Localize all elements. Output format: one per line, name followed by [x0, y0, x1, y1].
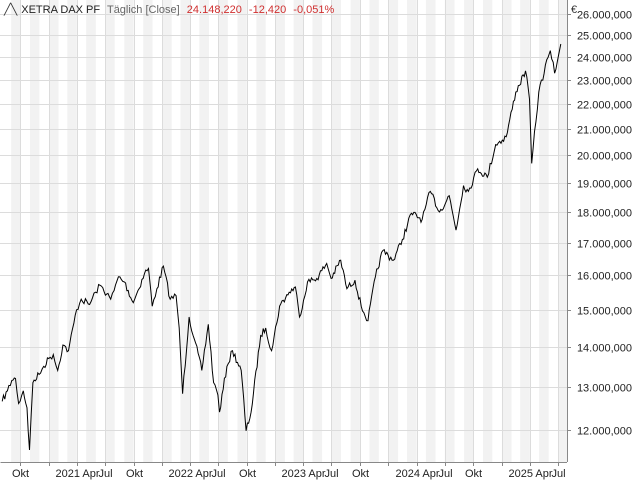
y-tick-label: 15.000,000: [577, 306, 632, 318]
month-band: [312, 0, 323, 462]
y-tick-label: 13.000,000: [577, 383, 632, 395]
x-tick-label: 2025 Apr: [508, 468, 552, 480]
x-tick-label: Jul: [98, 468, 112, 480]
y-tick-label: 19.000,000: [577, 179, 632, 191]
month-bands: [11, 0, 567, 462]
horizontal-grid: [0, 14, 567, 431]
y-tick-label: 16.000,000: [577, 271, 632, 283]
month-band: [86, 0, 96, 462]
y-tick-label: 18.000,000: [577, 208, 632, 220]
y-tick-label: 14.000,000: [577, 343, 632, 355]
month-band: [143, 0, 153, 462]
chart-header: ╱╲ XETRA DAX PF Täglich [Close] 24.148,22…: [4, 3, 338, 16]
month-band: [275, 0, 285, 462]
month-band: [67, 0, 77, 462]
month-band: [464, 0, 474, 462]
month-band: [369, 0, 379, 462]
x-tick-label: 2021 Apr: [55, 468, 99, 480]
month-band: [388, 0, 399, 462]
x-tick-label: Jul: [551, 468, 565, 480]
month-band: [350, 0, 360, 462]
y-tick-label: 25.000,000: [577, 31, 632, 43]
month-band: [162, 0, 172, 462]
x-tick-label: Okt: [239, 468, 256, 480]
month-band: [539, 0, 549, 462]
dax-series-line: [1, 43, 562, 451]
y-tick-label: 20.000,000: [577, 151, 632, 163]
interval-label: Täglich [Close]: [106, 4, 180, 16]
month-band: [293, 0, 304, 462]
change-value: -12,420: [248, 4, 287, 16]
month-band: [558, 0, 567, 462]
month-band: [256, 0, 266, 462]
month-band: [48, 0, 59, 462]
vertical-grid: [20, 0, 559, 462]
month-band: [105, 0, 115, 462]
x-tick-label: 2022 Apr: [168, 468, 212, 480]
month-band: [199, 0, 209, 462]
x-tick-label: Okt: [126, 468, 143, 480]
month-band: [407, 0, 417, 462]
month-band: [444, 0, 455, 462]
month-band: [501, 0, 512, 462]
instrument-name: XETRA DAX PF: [21, 4, 101, 16]
x-tick-label: 2024 Apr: [395, 468, 439, 480]
y-tick-label: 21.000,000: [577, 125, 632, 137]
month-band: [180, 0, 191, 462]
change-percent: -0,051%: [293, 4, 335, 16]
month-band: [218, 0, 228, 462]
y-tick-label: 24.000,000: [577, 53, 632, 65]
month-band: [482, 0, 493, 462]
y-tick-label: 23.000,000: [577, 76, 632, 88]
y-tick-label: 22.000,000: [577, 100, 632, 112]
x-tick-label: Okt: [465, 468, 482, 480]
x-tick-label: Okt: [12, 468, 29, 480]
month-band: [331, 0, 342, 462]
x-tick-label: Jul: [324, 468, 338, 480]
month-band: [237, 0, 247, 462]
month-band: [30, 0, 40, 462]
x-tick-label: Jul: [211, 468, 225, 480]
currency-label: €: [571, 4, 578, 16]
x-tick-label: 2023 Apr: [281, 468, 325, 480]
y-tick-label: 12.000,000: [577, 426, 632, 438]
y-tick-label: 17.000,000: [577, 239, 632, 251]
month-band: [124, 0, 134, 462]
month-band: [520, 0, 530, 462]
x-tick-label: Okt: [352, 468, 369, 480]
month-band: [425, 0, 436, 462]
last-value: 24.148,220: [186, 4, 242, 16]
month-band: [11, 0, 21, 462]
line-chart-icon: ╱╲: [4, 4, 18, 16]
y-axis-labels: 12.000,000 13.000,000 14.000,000 15.000,000…: [567, 10, 632, 438]
y-tick-label: 26.000,000: [577, 10, 632, 22]
x-tick-label: Jul: [438, 468, 452, 480]
